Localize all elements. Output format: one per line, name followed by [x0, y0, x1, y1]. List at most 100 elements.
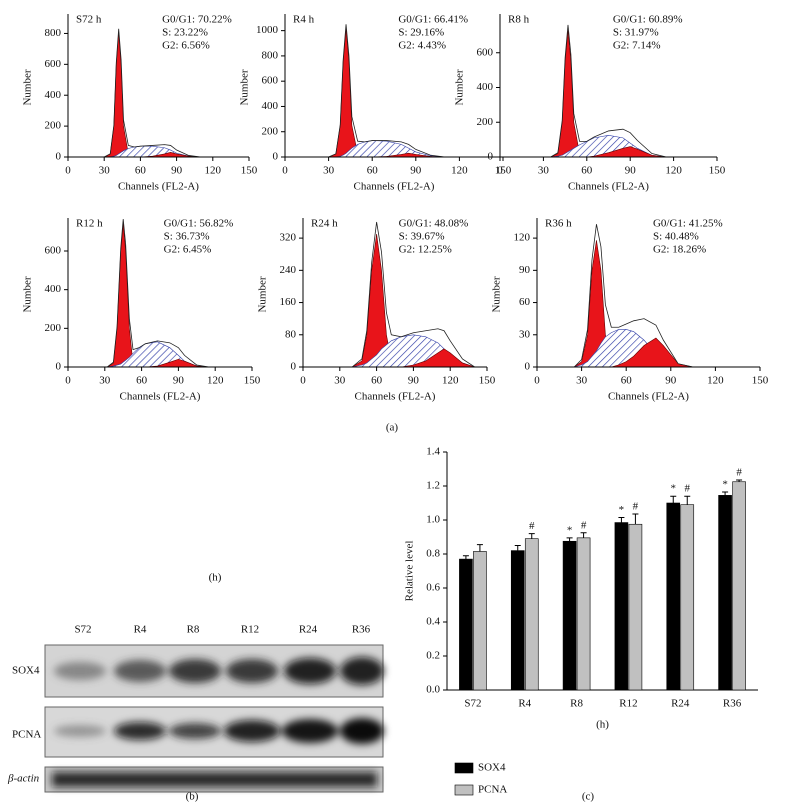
y-tick-label: 60 [519, 296, 531, 308]
x-tick-label: 30 [576, 375, 588, 387]
caption-a: (a) [386, 422, 399, 434]
y-tick-label: 0.8 [426, 548, 440, 560]
phase-annotation: S: 23.22% [162, 27, 208, 39]
histogram-panel: 0 200 400 600 0 30 60 90 120 150 R8 h G0/G1: 60.89%… [454, 14, 726, 193]
phase-annotation: S: 40.48% [653, 231, 699, 243]
histogram-panel: 0 200 400 600 800 0 30 60 90 120 150 S72 h G0/G1: 70… [22, 14, 258, 193]
panel-title: R8 h [508, 14, 530, 26]
x-axis-label: Channels (FL2-A) [355, 391, 436, 403]
phase-annotation: G0/G1: 66.41% [398, 14, 468, 26]
band [226, 659, 278, 683]
band [169, 659, 221, 683]
x-tick-label: 90 [408, 375, 420, 387]
error-bar [476, 544, 483, 552]
y-tick-label: 600 [477, 46, 494, 58]
error-bar [462, 555, 469, 560]
phase-annotation: G0/G1: 48.08% [399, 218, 469, 230]
bar [680, 504, 695, 691]
y-tick-label: 800 [262, 49, 279, 61]
y-tick-label: 600 [262, 75, 279, 87]
x-tick-label: 60 [135, 165, 147, 177]
lane-label: R4 [134, 624, 147, 636]
blot-row-label: SOX4 [12, 665, 40, 677]
y-tick-label: 600 [45, 58, 62, 70]
y-tick-label: 90 [519, 264, 531, 276]
x-tick-label: 120 [665, 165, 682, 177]
error-bar [514, 545, 521, 551]
band [54, 725, 106, 737]
bar [718, 495, 732, 691]
phase-annotation: G0/G1: 56.82% [164, 218, 234, 230]
bar [614, 522, 629, 691]
x-tick-label: 120 [205, 165, 222, 177]
total-outline [351, 221, 475, 368]
x-tick-label: 150 [241, 165, 258, 177]
phase-annotation: G2: 18.26% [653, 244, 706, 256]
y-axis-label: Number [22, 69, 34, 105]
error-bar [528, 533, 535, 539]
y-axis-label: Relative level [404, 541, 416, 602]
band [282, 719, 338, 743]
x-tick-label: 0 [65, 165, 71, 177]
x-tick-label: S72 [464, 698, 481, 710]
y-tick-label: 120 [514, 232, 531, 244]
histogram-panel: 0 80 160 240 320 0 30 60 90 120 150 R24 h G0/G1: 48.… [257, 218, 496, 403]
significance-marker: * [722, 478, 728, 490]
phase-annotation: S: 39.67% [399, 231, 445, 243]
x-tick-label: 60 [371, 375, 383, 387]
caption-c: (c) [582, 791, 595, 803]
x-tick-label: 30 [538, 165, 550, 177]
x-tick-label: 120 [207, 375, 224, 387]
phase-annotation: G2: 6.56% [162, 40, 210, 52]
x-axis-label: (h) [596, 719, 609, 731]
phase-annotation: G2: 4.43% [398, 40, 446, 52]
lane-label: R12 [241, 624, 259, 636]
x-tick-label: 60 [581, 165, 593, 177]
y-axis-label: Number [22, 276, 34, 312]
x-tick-label: R4 [518, 698, 531, 710]
y-tick-label: 0.6 [426, 582, 440, 594]
y-axis-label: Number [491, 276, 503, 312]
x-tick-label: 120 [707, 375, 724, 387]
x-tick-label: 30 [323, 165, 335, 177]
y-tick-label: 30 [519, 328, 531, 340]
y-tick-label: 0.2 [426, 650, 440, 662]
total-outline [573, 224, 694, 368]
legend-label: PCNA [478, 784, 507, 796]
x-tick-label: 90 [410, 165, 422, 177]
y-axis-label: Number [239, 69, 251, 105]
x-tick-label: 150 [752, 375, 769, 387]
significance-marker: * [567, 524, 573, 536]
y-tick-label: 240 [280, 264, 297, 276]
bar [524, 538, 539, 691]
y-tick-label: 800 [45, 27, 62, 39]
y-tick-label: 400 [262, 100, 279, 112]
histogram-panel: 0 200 400 600 0 30 60 90 120 150 R12 h G0/G1: 56.82… [22, 218, 261, 403]
legend-label: SOX4 [478, 762, 506, 774]
y-tick-label: 200 [45, 322, 62, 334]
x-tick-label: 30 [99, 165, 111, 177]
x-tick-label: 0 [534, 375, 540, 387]
y-tick-label: 200 [262, 125, 279, 137]
phase-annotation: S: 36.73% [164, 231, 210, 243]
histogram-panel: 0 30 60 90 120 0 30 60 90 120 150 R36 h G0/G1: 41.25… [491, 218, 769, 403]
error-bar [632, 513, 639, 525]
bar [459, 558, 473, 691]
x-tick-label: 150 [479, 375, 496, 387]
bands [52, 657, 384, 787]
y-tick-label: 80 [285, 328, 297, 340]
error-bar [580, 532, 587, 538]
lane-label: R36 [352, 624, 371, 636]
phase-annotation: S: 29.16% [398, 27, 444, 39]
y-tick-label: 0.4 [426, 616, 440, 628]
error-bar [722, 491, 729, 496]
significance-marker: # [736, 467, 742, 479]
significance-marker: # [633, 501, 639, 513]
significance-marker: * [671, 483, 677, 495]
error-bar [618, 516, 625, 523]
x-tick-label: 90 [173, 375, 185, 387]
panel-title: R12 h [76, 218, 103, 230]
phase-annotation: G2: 12.25% [399, 244, 452, 256]
panel-title: S72 h [76, 14, 102, 26]
